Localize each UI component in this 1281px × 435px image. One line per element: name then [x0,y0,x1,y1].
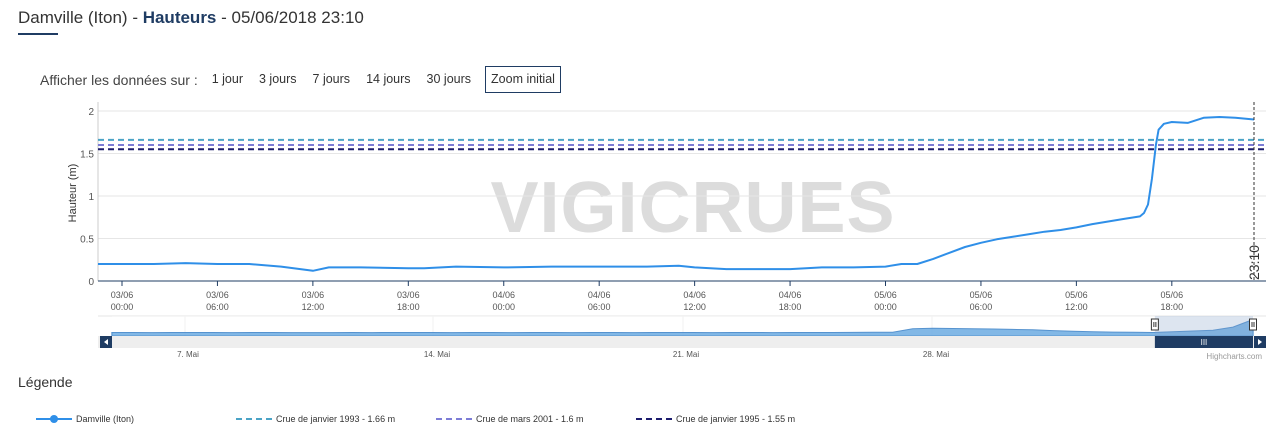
x-tick-time: 00:00 [874,302,897,312]
dashed-line-icon [636,418,672,420]
measure-name: Hauteurs [142,8,217,27]
legend-title: Légende [18,374,73,390]
x-tick-date: 05/06 [1161,290,1184,300]
y-tick-label: 2 [88,107,94,118]
scrollbar-grip: III [1201,338,1208,347]
arrow-left-icon [104,339,108,345]
range-1-day-button[interactable]: 1 jour [211,72,243,86]
x-tick-time: 12:00 [302,302,325,312]
range-selector: Afficher les données sur : 1 jour 3 jour… [40,66,561,93]
water-level-chart: VIGICRUES 0 0.5 1 1.5 2 Hauteur (m) 03/06 00:00 0… [67,102,1266,361]
vigicrues-watermark: VIGICRUES [490,168,895,248]
x-tick-date: 05/06 [970,290,993,300]
x-tick-time: 18:00 [779,302,802,312]
y-tick-label: 0 [88,277,94,288]
line-marker-icon [36,415,72,423]
measure-datetime: 05/06/2018 23:10 [231,8,364,27]
range-label: Afficher les données sur : [40,71,198,88]
y-axis-label: Hauteur (m) [67,164,79,223]
range-30-days-button[interactable]: 30 jours [426,72,472,86]
navigator-date-label: 21. Mai [673,350,699,359]
station-name: Damville (Iton) [18,8,128,27]
x-tick-time: 18:00 [1161,302,1184,312]
y-tick-label: 1.5 [80,150,94,161]
legend-item[interactable]: Crue de janvier 1993 - 1.66 m [236,412,395,426]
dashed-line-icon [236,418,272,420]
water-level-series-line [98,116,1255,272]
x-tick-time: 06:00 [206,302,229,312]
x-tick-date: 04/06 [588,290,611,300]
navigator-series-area [111,318,1254,337]
x-tick-date: 03/06 [302,290,325,300]
x-tick-time: 00:00 [111,302,134,312]
navigator-selection [1154,316,1253,336]
range-3-days-button[interactable]: 3 jours [259,72,297,86]
navigator-date-label: 7. Mai [177,350,199,359]
legend-label: Damville (Iton) [76,414,135,424]
x-tick-time: 18:00 [397,302,420,312]
x-tick-time: 12:00 [683,302,706,312]
x-tick-date: 05/06 [874,290,897,300]
x-tick-time: 06:00 [588,302,611,312]
y-tick-label: 1 [88,192,94,203]
x-tick-time: 00:00 [492,302,515,312]
navigator-date-label: 14. Mai [424,350,450,359]
legend-label: Crue de janvier 1995 - 1.55 m [676,414,796,424]
x-tick-date: 05/06 [1065,290,1088,300]
dashed-line-icon [436,418,472,420]
x-tick-date: 03/06 [397,290,420,300]
legend-item[interactable]: Damville (Iton) [36,412,134,426]
x-tick-date: 04/06 [779,290,802,300]
legend-item[interactable]: Crue de janvier 1995 - 1.55 m [636,412,795,426]
x-tick-time: 06:00 [970,302,993,312]
navigator-scrollbar-thumb [1154,336,1253,348]
navigator-date-label: 28. Mai [923,350,949,359]
legend-label: Crue de janvier 1993 - 1.66 m [276,414,396,424]
legend-label: Crue de mars 2001 - 1.6 m [476,414,584,424]
title-underline [18,33,58,35]
current-time-label: 23:10 [1246,245,1262,280]
x-tick-time: 12:00 [1065,302,1088,312]
page-title: Damville (Iton) - Hauteurs - 05/06/2018 … [18,8,364,27]
zoom-initial-button[interactable]: Zoom initial [485,66,561,93]
navigator-outside-mask [112,316,1155,336]
x-tick-date: 03/06 [111,290,134,300]
navigator-left-handle [1150,318,1159,331]
x-tick-date: 04/06 [683,290,706,300]
y-tick-label: 0.5 [80,235,94,246]
navigator-scrollbar-track [98,336,1266,348]
x-tick-date: 03/06 [206,290,229,300]
x-tick-date: 04/06 [492,290,515,300]
navigator-right-handle [1249,318,1257,331]
arrow-right-icon [1258,339,1262,345]
legend-item[interactable]: Crue de mars 2001 - 1.6 m [436,412,584,426]
range-14-days-button[interactable]: 14 jours [366,72,411,86]
highcharts-credits: Highcharts.com [1206,352,1262,361]
range-7-days-button[interactable]: 7 jours [312,72,351,86]
